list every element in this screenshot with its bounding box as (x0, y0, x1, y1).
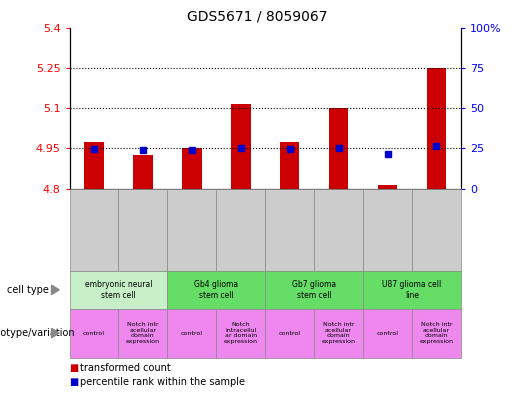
Text: genotype/variation: genotype/variation (0, 328, 75, 338)
Text: control: control (279, 331, 301, 336)
Bar (329, 108, 348, 189)
Text: Notch intr
acellular
domain
expression: Notch intr acellular domain expression (321, 322, 356, 344)
Text: U87 glioma cell
line: U87 glioma cell line (382, 280, 442, 299)
Bar (231, 104, 250, 189)
Text: embryonic neural
stem cell: embryonic neural stem cell (84, 280, 152, 299)
Bar (84, 141, 104, 189)
Text: Gb7 glioma
stem cell: Gb7 glioma stem cell (292, 280, 336, 299)
Text: control: control (181, 331, 203, 336)
Text: Notch intr
acellular
domain
expression: Notch intr acellular domain expression (419, 322, 454, 344)
Bar (377, 185, 398, 189)
Bar (133, 155, 152, 189)
Text: transformed count: transformed count (80, 363, 170, 373)
Text: Notch intr
acellular
domain
expression: Notch intr acellular domain expression (126, 322, 160, 344)
Text: Gb4 glioma
stem cell: Gb4 glioma stem cell (194, 280, 238, 299)
Text: ■: ■ (70, 363, 79, 373)
Text: Notch
intracellul
ar domain
expression: Notch intracellul ar domain expression (224, 322, 258, 344)
Text: percentile rank within the sample: percentile rank within the sample (80, 377, 245, 387)
Text: cell type: cell type (7, 285, 49, 295)
Text: control: control (83, 331, 105, 336)
Text: control: control (376, 331, 399, 336)
Text: ■: ■ (70, 377, 79, 387)
Bar (280, 141, 300, 189)
Bar (182, 149, 202, 189)
Bar (426, 68, 446, 189)
Text: GDS5671 / 8059067: GDS5671 / 8059067 (187, 10, 328, 24)
